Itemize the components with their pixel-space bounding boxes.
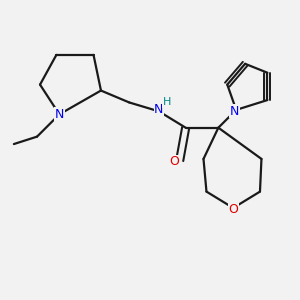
Text: N: N xyxy=(154,103,164,116)
Text: N: N xyxy=(55,108,64,121)
Text: O: O xyxy=(228,203,238,216)
Text: N: N xyxy=(230,105,239,118)
Text: O: O xyxy=(169,155,179,168)
Text: H: H xyxy=(163,98,171,107)
